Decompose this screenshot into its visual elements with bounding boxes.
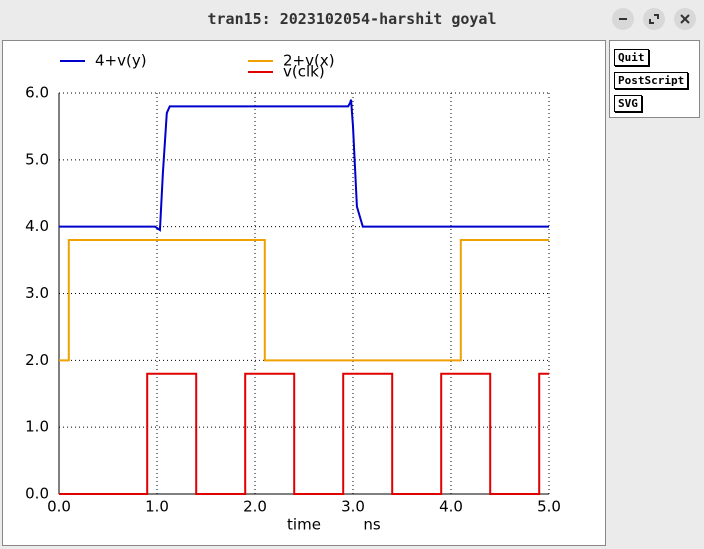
y-tick-label: 1.0 (25, 418, 49, 436)
legend-label: v(clk) (283, 63, 325, 81)
series-line (59, 99, 549, 232)
button-panel: Quit PostScript SVG (609, 40, 700, 118)
postscript-button[interactable]: PostScript (614, 72, 689, 89)
x-tick-label: 4.0 (439, 498, 463, 516)
y-tick-label: 2.0 (25, 351, 49, 369)
quit-button[interactable]: Quit (614, 49, 649, 66)
x-tick-label: 0.0 (47, 498, 71, 516)
legend-label: 2+v(x) (283, 52, 335, 70)
x-tick-label: 5.0 (537, 498, 561, 516)
y-tick-label: 0.0 (25, 485, 49, 503)
x-tick-label: 2.0 (243, 498, 267, 516)
y-tick-label: 6.0 (25, 84, 49, 102)
y-tick-label: 3.0 (25, 284, 49, 302)
svg-button[interactable]: SVG (614, 95, 642, 112)
window-title: tran15: 2023102054-harshit goyal (207, 10, 497, 28)
legend-label: 4+v(y) (95, 52, 147, 70)
series-line (59, 372, 549, 495)
y-tick-label: 5.0 (25, 150, 49, 168)
x-axis-unit: ns (363, 516, 381, 534)
x-axis-label: time (287, 516, 321, 534)
x-tick-label: 3.0 (341, 498, 365, 516)
x-tick-label: 1.0 (145, 498, 169, 516)
y-tick-label: 4.0 (25, 217, 49, 235)
series-line (59, 239, 549, 362)
